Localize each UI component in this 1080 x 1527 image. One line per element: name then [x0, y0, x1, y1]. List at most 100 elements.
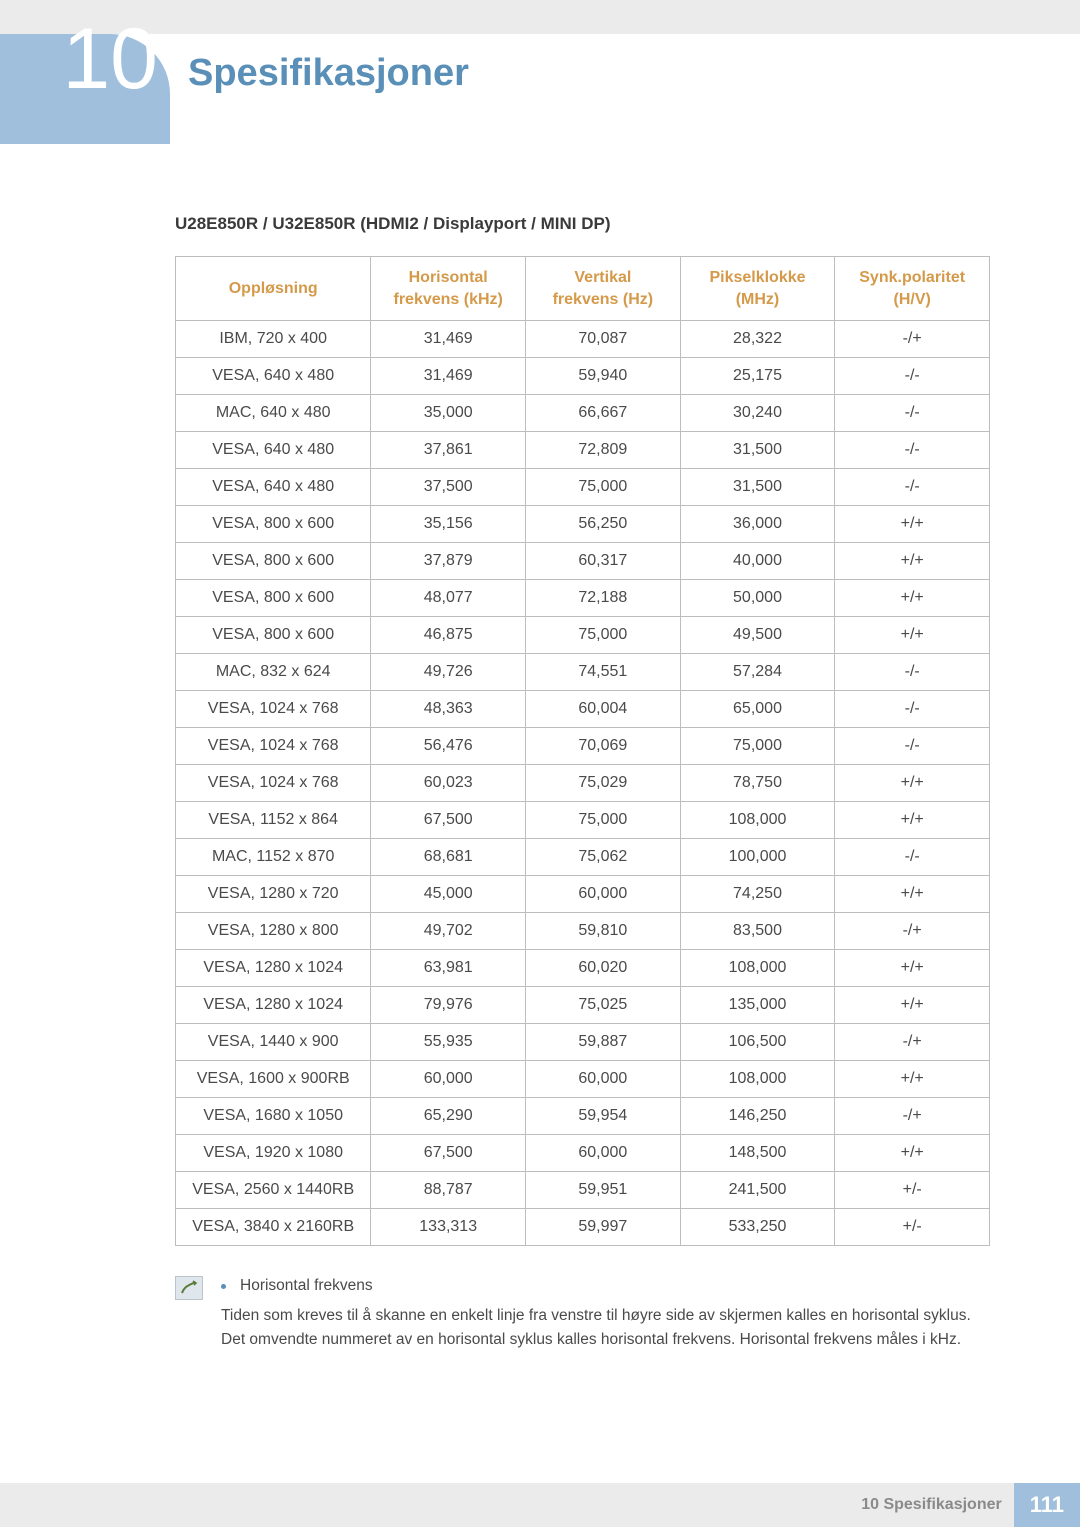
table-cell: 74,551	[526, 654, 681, 691]
chapter-number-block: 10	[0, 34, 170, 144]
table-row: IBM, 720 x 40031,46970,08728,322-/+	[176, 321, 990, 358]
table-cell: 533,250	[680, 1209, 835, 1246]
spec-table: Oppløsning Horisontal frekvens (kHz) Ver…	[175, 256, 990, 1246]
table-cell: 68,681	[371, 839, 526, 876]
table-cell: -/+	[835, 321, 990, 358]
table-cell: 60,004	[526, 691, 681, 728]
table-cell: 57,284	[680, 654, 835, 691]
table-cell: 108,000	[680, 950, 835, 987]
table-cell: 49,500	[680, 617, 835, 654]
table-row: VESA, 640 x 48037,50075,00031,500-/-	[176, 469, 990, 506]
table-cell: 60,000	[526, 876, 681, 913]
table-cell: VESA, 3840 x 2160RB	[176, 1209, 371, 1246]
table-cell: 108,000	[680, 802, 835, 839]
table-cell: -/-	[835, 395, 990, 432]
table-row: VESA, 640 x 48031,46959,94025,175-/-	[176, 358, 990, 395]
table-cell: MAC, 640 x 480	[176, 395, 371, 432]
table-header-row: Oppløsning Horisontal frekvens (kHz) Ver…	[176, 257, 990, 321]
table-cell: 100,000	[680, 839, 835, 876]
table-cell: VESA, 1280 x 1024	[176, 950, 371, 987]
note-title: Horisontal frekvens	[240, 1274, 373, 1298]
table-cell: +/+	[835, 987, 990, 1024]
table-cell: 60,000	[526, 1061, 681, 1098]
table-cell: 75,000	[680, 728, 835, 765]
table-cell: -/-	[835, 469, 990, 506]
table-cell: -/+	[835, 1098, 990, 1135]
table-cell: MAC, 1152 x 870	[176, 839, 371, 876]
table-cell: 67,500	[371, 1135, 526, 1172]
note-icon	[175, 1276, 203, 1300]
table-cell: 59,940	[526, 358, 681, 395]
table-cell: +/+	[835, 1061, 990, 1098]
table-cell: 28,322	[680, 321, 835, 358]
table-cell: 83,500	[680, 913, 835, 950]
table-cell: 35,156	[371, 506, 526, 543]
table-row: VESA, 1680 x 105065,29059,954146,250-/+	[176, 1098, 990, 1135]
table-cell: 79,976	[371, 987, 526, 1024]
table-cell: +/+	[835, 765, 990, 802]
table-cell: +/-	[835, 1172, 990, 1209]
bullet-icon	[221, 1284, 226, 1289]
table-cell: 108,000	[680, 1061, 835, 1098]
table-cell: VESA, 1152 x 864	[176, 802, 371, 839]
table-cell: 70,069	[526, 728, 681, 765]
table-cell: 60,023	[371, 765, 526, 802]
table-cell: 56,476	[371, 728, 526, 765]
table-cell: 148,500	[680, 1135, 835, 1172]
table-cell: 48,363	[371, 691, 526, 728]
table-cell: 25,175	[680, 358, 835, 395]
table-cell: 46,875	[371, 617, 526, 654]
table-cell: 37,861	[371, 432, 526, 469]
table-cell: 31,469	[371, 358, 526, 395]
table-row: VESA, 1024 x 76860,02375,02978,750+/+	[176, 765, 990, 802]
col-header-pixelclock: Pikselklokke (MHz)	[680, 257, 835, 321]
table-cell: 31,500	[680, 432, 835, 469]
table-cell: 60,020	[526, 950, 681, 987]
table-cell: 75,029	[526, 765, 681, 802]
col-header-vfreq: Vertikal frekvens (Hz)	[526, 257, 681, 321]
table-row: VESA, 640 x 48037,86172,80931,500-/-	[176, 432, 990, 469]
table-cell: -/-	[835, 358, 990, 395]
table-cell: 65,000	[680, 691, 835, 728]
table-row: MAC, 832 x 62449,72674,55157,284-/-	[176, 654, 990, 691]
table-cell: 40,000	[680, 543, 835, 580]
table-cell: +/+	[835, 580, 990, 617]
table-cell: VESA, 640 x 480	[176, 432, 371, 469]
table-cell: 31,469	[371, 321, 526, 358]
table-cell: +/+	[835, 1135, 990, 1172]
table-cell: 67,500	[371, 802, 526, 839]
note-text: Tiden som kreves til å skanne en enkelt …	[221, 1304, 990, 1352]
table-cell: 60,000	[371, 1061, 526, 1098]
table-row: VESA, 800 x 60048,07772,18850,000+/+	[176, 580, 990, 617]
table-cell: 55,935	[371, 1024, 526, 1061]
table-cell: MAC, 832 x 624	[176, 654, 371, 691]
table-cell: 78,750	[680, 765, 835, 802]
table-cell: 36,000	[680, 506, 835, 543]
table-cell: 45,000	[371, 876, 526, 913]
table-row: VESA, 1280 x 72045,00060,00074,250+/+	[176, 876, 990, 913]
table-cell: 63,981	[371, 950, 526, 987]
table-cell: +/+	[835, 802, 990, 839]
table-row: VESA, 1600 x 900RB60,00060,000108,000+/+	[176, 1061, 990, 1098]
table-cell: 88,787	[371, 1172, 526, 1209]
table-cell: VESA, 1024 x 768	[176, 765, 371, 802]
table-cell: 65,290	[371, 1098, 526, 1135]
table-row: VESA, 1920 x 108067,50060,000148,500+/+	[176, 1135, 990, 1172]
table-cell: 31,500	[680, 469, 835, 506]
table-cell: 48,077	[371, 580, 526, 617]
table-cell: -/-	[835, 654, 990, 691]
table-cell: 59,887	[526, 1024, 681, 1061]
table-cell: 70,087	[526, 321, 681, 358]
table-cell: -/-	[835, 839, 990, 876]
table-cell: 74,250	[680, 876, 835, 913]
table-cell: 37,879	[371, 543, 526, 580]
table-cell: VESA, 640 x 480	[176, 358, 371, 395]
table-cell: +/+	[835, 876, 990, 913]
table-cell: 49,702	[371, 913, 526, 950]
table-cell: 35,000	[371, 395, 526, 432]
table-cell: VESA, 1920 x 1080	[176, 1135, 371, 1172]
table-cell: VESA, 2560 x 1440RB	[176, 1172, 371, 1209]
table-cell: -/-	[835, 432, 990, 469]
table-cell: VESA, 1024 x 768	[176, 728, 371, 765]
page-content: U28E850R / U32E850R (HDMI2 / Displayport…	[175, 214, 990, 1352]
